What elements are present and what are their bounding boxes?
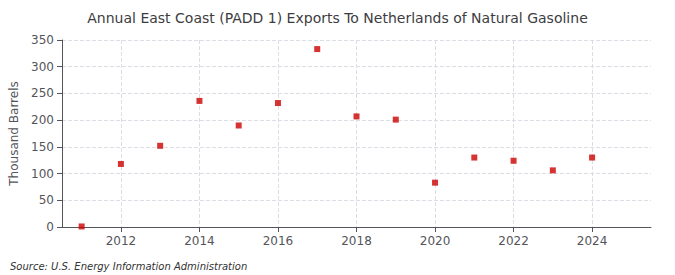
svg-text:50: 50: [39, 193, 54, 207]
svg-text:2018: 2018: [341, 234, 372, 248]
svg-text:Annual East Coast (PADD 1) Exp: Annual East Coast (PADD 1) Exports To Ne…: [87, 10, 587, 26]
svg-text:2022: 2022: [498, 234, 529, 248]
svg-text:2012: 2012: [106, 234, 137, 248]
svg-text:350: 350: [31, 33, 54, 47]
svg-text:250: 250: [31, 86, 54, 100]
svg-text:2016: 2016: [263, 234, 294, 248]
svg-text:200: 200: [31, 113, 54, 127]
svg-text:Thousand Barrels: Thousand Barrels: [7, 81, 21, 186]
svg-text:2024: 2024: [577, 234, 608, 248]
svg-text:300: 300: [31, 60, 54, 74]
svg-text:2020: 2020: [420, 234, 451, 248]
svg-text:Source: U.S. Energy Informatio: Source: U.S. Energy Information Administ…: [10, 261, 247, 272]
svg-text:100: 100: [31, 167, 54, 181]
svg-text:2014: 2014: [184, 234, 215, 248]
svg-text:0: 0: [46, 220, 54, 234]
svg-text:150: 150: [31, 140, 54, 154]
